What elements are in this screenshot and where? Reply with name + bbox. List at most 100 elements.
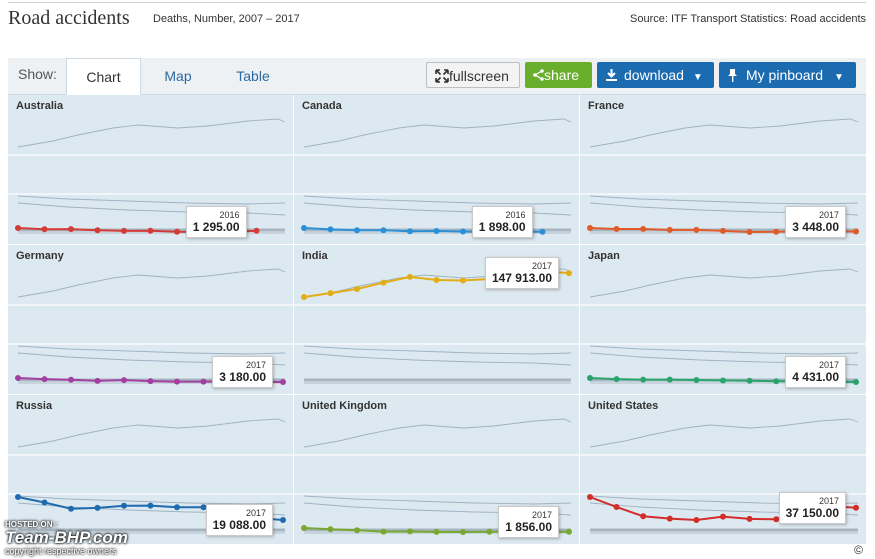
- data-point-france-2011: [693, 226, 700, 233]
- panel-united-states[interactable]: United States 2017 37 150.00: [580, 395, 866, 544]
- panel-india[interactable]: India 2017 147 913.00: [294, 245, 579, 394]
- data-point-russia-2009: [68, 505, 74, 512]
- data-point-united-states-2012: [720, 513, 726, 520]
- data-point-india-2013: [460, 277, 466, 284]
- pinboard-button[interactable]: My pinboard ▼: [719, 62, 856, 88]
- tooltip-value: 1 295.00: [192, 220, 240, 234]
- data-point-united-states-2010: [666, 515, 673, 522]
- fullscreen-button[interactable]: fullscreen: [426, 62, 520, 88]
- reference-line-top: [17, 418, 286, 448]
- panel-australia[interactable]: Australia 2016 1 295.00: [8, 95, 293, 244]
- data-point-japan-2014: [773, 378, 780, 385]
- data-point-japan-2008: [613, 376, 620, 383]
- data-point-germany-2008: [41, 376, 48, 383]
- data-point-france-2009: [640, 226, 647, 232]
- chart-svg-canada: [294, 118, 579, 235]
- data-point-india-2009: [354, 286, 360, 292]
- value-tooltip: 2017 147 913.00: [484, 257, 559, 290]
- tooltip-year: 2017: [245, 508, 266, 518]
- reference-line-mid: [589, 345, 859, 355]
- tab-chart[interactable]: Chart: [66, 58, 141, 95]
- tab-map[interactable]: Map: [164, 68, 192, 84]
- data-point-united-states-2009: [640, 513, 647, 520]
- page-subtitle: Deaths, Number, 2007 – 2017: [153, 13, 300, 25]
- chart-svg-australia: [8, 118, 293, 235]
- chevron-down-icon: ▼: [692, 72, 703, 83]
- tooltip-year: 2017: [531, 261, 552, 272]
- data-point-russia-2012: [147, 502, 154, 509]
- view-toolbar: Show: Chart Map Table fullscreen share d…: [8, 58, 866, 95]
- value-tooltip: 2016 1 295.00: [185, 206, 247, 238]
- data-point-united-kingdom-2013: [460, 529, 466, 535]
- data-point-france-2012: [720, 227, 726, 234]
- data-point-united-kingdom-2009: [354, 527, 360, 534]
- fullscreen-icon: [435, 69, 449, 83]
- chart-grid: Australia 2016 1 295.00 Canada 2016 1 898.00 F…: [8, 95, 866, 545]
- data-point-russia-2013: [174, 504, 180, 511]
- data-point-germany-2011: [121, 377, 127, 384]
- top-rule: [8, 2, 866, 3]
- data-point-india-2008: [327, 290, 334, 297]
- download-button[interactable]: download ▼: [597, 62, 714, 88]
- data-point-canada-2007: [301, 225, 307, 231]
- reference-line-mid: [17, 195, 286, 205]
- data-point-france-2007: [587, 225, 593, 231]
- panel-united-kingdom[interactable]: United Kingdom 2017 1 856.00: [294, 395, 579, 544]
- value-tooltip: 2017 3 180.00: [212, 356, 273, 388]
- reference-line-top: [303, 418, 572, 448]
- data-point-canada-2010: [380, 227, 387, 234]
- panel-label: United Kingdom: [302, 400, 387, 412]
- tab-table[interactable]: Table: [236, 68, 270, 84]
- reference-line-top: [17, 118, 286, 148]
- data-point-australia-2013: [174, 228, 180, 235]
- data-point-germany-2009: [68, 376, 74, 383]
- share-button[interactable]: share: [525, 62, 592, 88]
- data-point-germany-2007: [15, 375, 21, 381]
- tooltip-value: 147 913.00: [491, 271, 552, 286]
- reference-line-top: [589, 118, 859, 148]
- reference-line-mid: [303, 345, 572, 355]
- data-point-australia-2011: [121, 227, 127, 234]
- download-icon: [606, 69, 617, 81]
- data-point-japan-2013: [746, 377, 753, 384]
- data-point-germany-2010: [94, 377, 101, 384]
- data-point-united-states-2011: [693, 517, 700, 523]
- data-point-australia-2016: [253, 227, 260, 234]
- data-point-united-states-2017: [853, 504, 859, 511]
- watermark-brand: Team-BHP.com: [5, 528, 128, 547]
- reference-line-top: [589, 418, 859, 448]
- data-point-australia-2012: [147, 227, 154, 234]
- reference-line-mid: [589, 195, 859, 205]
- watermark-hosted: HOSTED ON :: [5, 520, 58, 529]
- panel-germany[interactable]: Germany 2017 3 180.00: [8, 245, 293, 394]
- tooltip-year: 2016: [505, 210, 526, 220]
- data-point-united-states-2013: [746, 515, 753, 522]
- data-point-australia-2007: [15, 225, 21, 231]
- page-title: Road accidents: [8, 7, 130, 29]
- panel-label: Russia: [16, 400, 53, 412]
- source-text: Source: ITF Transport Statistics: Road a…: [630, 13, 866, 25]
- reference-line-top: [17, 268, 286, 298]
- data-point-united-kingdom-2011: [407, 528, 413, 535]
- data-point-canada-2012: [433, 228, 440, 234]
- data-point-france-2008: [613, 226, 620, 232]
- tooltip-year: 2017: [818, 360, 839, 370]
- tooltip-value: 1 856.00: [505, 520, 552, 534]
- tooltip-value: 3 180.00: [219, 370, 266, 384]
- panel-japan[interactable]: Japan 2017 4 431.00: [580, 245, 866, 394]
- copyright-icon: ©: [854, 543, 863, 557]
- value-tooltip: 2017 3 448.00: [785, 206, 846, 238]
- reference-line-mid: [17, 345, 286, 355]
- data-point-canada-2016: [539, 228, 546, 235]
- panel-france[interactable]: France 2017 3 448.00: [580, 95, 866, 244]
- tooltip-value: 19 088.00: [212, 518, 266, 532]
- data-point-canada-2013: [460, 228, 466, 235]
- data-point-canada-2008: [327, 226, 334, 233]
- panel-russia[interactable]: Russia 2017 19 088.00: [8, 395, 293, 544]
- download-label: download: [624, 67, 684, 83]
- data-point-germany-2012: [147, 378, 154, 385]
- data-point-russia-2007: [15, 494, 21, 500]
- data-point-france-2010: [666, 226, 673, 233]
- value-tooltip: 2017 37 150.00: [778, 491, 846, 524]
- panel-canada[interactable]: Canada 2016 1 898.00: [294, 95, 579, 244]
